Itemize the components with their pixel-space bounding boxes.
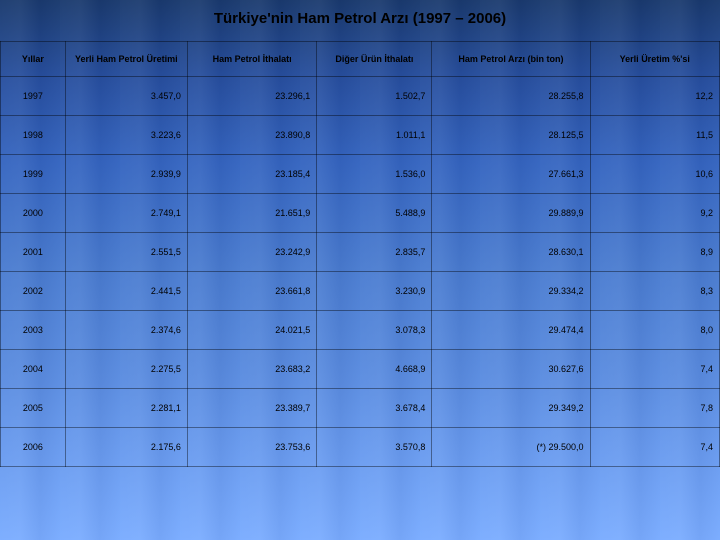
cell-c: 3.078,3: [317, 311, 432, 350]
cell-c: 5.488,9: [317, 194, 432, 233]
cell-a: 2.749,1: [65, 194, 187, 233]
cell-c: 1.011,1: [317, 116, 432, 155]
cell-a: 2.275,5: [65, 350, 187, 389]
header-row: Yıllar Yerli Ham Petrol Üretimi Ham Petr…: [1, 42, 720, 77]
cell-b: 23.185,4: [187, 155, 316, 194]
cell-d: 28.255,8: [432, 77, 590, 116]
cell-a: 2.374,6: [65, 311, 187, 350]
cell-b: 23.683,2: [187, 350, 316, 389]
cell-year: 2002: [1, 272, 66, 311]
cell-c: 4.668,9: [317, 350, 432, 389]
cell-e: 8,0: [590, 311, 719, 350]
col-percentage: Yerli Üretim %'si: [590, 42, 719, 77]
cell-e: 7,8: [590, 389, 719, 428]
cell-b: 23.389,7: [187, 389, 316, 428]
petrol-table: Yıllar Yerli Ham Petrol Üretimi Ham Petr…: [0, 41, 720, 467]
cell-e: 7,4: [590, 428, 719, 467]
cell-b: 23.890,8: [187, 116, 316, 155]
cell-d: 29.474,4: [432, 311, 590, 350]
cell-a: 3.223,6: [65, 116, 187, 155]
cell-year: 1997: [1, 77, 66, 116]
cell-a: 2.281,1: [65, 389, 187, 428]
cell-a: 2.939,9: [65, 155, 187, 194]
cell-year: 2006: [1, 428, 66, 467]
cell-d: 29.334,2: [432, 272, 590, 311]
cell-year: 1998: [1, 116, 66, 155]
cell-b: 21.651,9: [187, 194, 316, 233]
col-year: Yıllar: [1, 42, 66, 77]
cell-b: 23.753,6: [187, 428, 316, 467]
table-row: 19983.223,623.890,81.011,128.125,511,5: [1, 116, 720, 155]
cell-c: 1.536,0: [317, 155, 432, 194]
cell-year: 2001: [1, 233, 66, 272]
table-row: 20062.175,623.753,63.570,8(*) 29.500,07,…: [1, 428, 720, 467]
table-row: 19992.939,923.185,41.536,027.661,310,6: [1, 155, 720, 194]
table-row: 20002.749,121.651,95.488,929.889,99,2: [1, 194, 720, 233]
cell-a: 2.175,6: [65, 428, 187, 467]
cell-c: 1.502,7: [317, 77, 432, 116]
col-other-import: Diğer Ürün İthalatı: [317, 42, 432, 77]
cell-d: 28.125,5: [432, 116, 590, 155]
cell-year: 2000: [1, 194, 66, 233]
cell-a: 2.441,5: [65, 272, 187, 311]
cell-d: 29.889,9: [432, 194, 590, 233]
cell-e: 10,6: [590, 155, 719, 194]
cell-d: 27.661,3: [432, 155, 590, 194]
col-crude-import: Ham Petrol İthalatı: [187, 42, 316, 77]
cell-b: 24.021,5: [187, 311, 316, 350]
table-row: 20052.281,123.389,73.678,429.349,27,8: [1, 389, 720, 428]
cell-c: 3.230,9: [317, 272, 432, 311]
cell-e: 8,9: [590, 233, 719, 272]
col-supply: Ham Petrol Arzı (bin ton): [432, 42, 590, 77]
cell-year: 2005: [1, 389, 66, 428]
cell-c: 3.570,8: [317, 428, 432, 467]
cell-d: 28.630,1: [432, 233, 590, 272]
cell-c: 3.678,4: [317, 389, 432, 428]
cell-e: 11,5: [590, 116, 719, 155]
cell-year: 2003: [1, 311, 66, 350]
cell-e: 12,2: [590, 77, 719, 116]
table-row: 20022.441,523.661,83.230,929.334,28,3: [1, 272, 720, 311]
table-row: 19973.457,023.296,11.502,728.255,812,2: [1, 77, 720, 116]
cell-b: 23.296,1: [187, 77, 316, 116]
cell-b: 23.661,8: [187, 272, 316, 311]
cell-d: 30.627,6: [432, 350, 590, 389]
cell-c: 2.835,7: [317, 233, 432, 272]
table-row: 20042.275,523.683,24.668,930.627,67,4: [1, 350, 720, 389]
cell-a: 2.551,5: [65, 233, 187, 272]
cell-d: (*) 29.500,0: [432, 428, 590, 467]
cell-year: 2004: [1, 350, 66, 389]
col-domestic-production: Yerli Ham Petrol Üretimi: [65, 42, 187, 77]
cell-year: 1999: [1, 155, 66, 194]
cell-e: 7,4: [590, 350, 719, 389]
cell-e: 8,3: [590, 272, 719, 311]
cell-e: 9,2: [590, 194, 719, 233]
page-title: Türkiye'nin Ham Petrol Arzı (1997 – 2006…: [0, 0, 720, 41]
cell-a: 3.457,0: [65, 77, 187, 116]
table-row: 20012.551,523.242,92.835,728.630,18,9: [1, 233, 720, 272]
cell-d: 29.349,2: [432, 389, 590, 428]
table-row: 20032.374,624.021,53.078,329.474,48,0: [1, 311, 720, 350]
cell-b: 23.242,9: [187, 233, 316, 272]
